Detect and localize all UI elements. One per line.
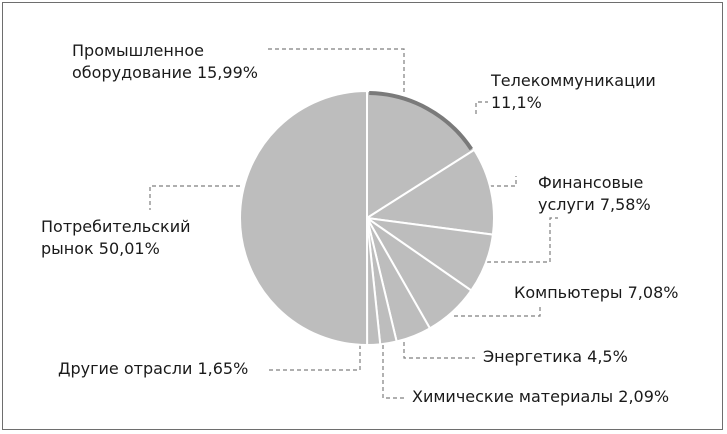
slice-industrial-rim xyxy=(369,91,473,151)
label-energy: Энергетика 4,5% xyxy=(483,347,628,366)
label-telecom-line1: Телекоммуникации xyxy=(491,71,656,90)
label-consumer-line2: рынок 50,01% xyxy=(41,239,160,258)
label-telecom-line2: 11,1% xyxy=(491,93,542,112)
leader-finance xyxy=(490,176,517,187)
label-consumer-line1: Потребительский xyxy=(41,217,191,236)
label-industrial: Промышленное оборудование 15,99% xyxy=(72,40,258,84)
slice-telecom xyxy=(364,148,495,236)
leader-telecom xyxy=(475,101,488,114)
slice-consumer xyxy=(239,89,369,347)
label-chemicals: Химические материалы 2,09% xyxy=(412,387,670,406)
leader-energy xyxy=(403,342,475,359)
label-consumer: Потребительский рынок 50,01% xyxy=(41,216,190,260)
leader-industrial xyxy=(268,48,405,93)
label-finance-line1: Финансовые xyxy=(538,173,644,192)
label-finance-line2: услуги 7,58% xyxy=(538,195,651,214)
leader-computers xyxy=(454,306,541,317)
leader-consumer xyxy=(149,185,240,210)
label-industrial-line2: оборудование 15,99% xyxy=(72,63,258,82)
label-computers: Компьютеры 7,08% xyxy=(514,283,679,302)
label-telecom: Телекоммуникации 11,1% xyxy=(491,70,656,114)
label-industrial-line1: Промышленное xyxy=(72,41,204,60)
leader-finance-2 xyxy=(487,217,558,263)
label-other: Другие отрасли 1,65% xyxy=(58,359,249,378)
leader-other xyxy=(268,345,361,371)
leader-chemicals xyxy=(382,345,406,399)
label-finance: Финансовые услуги 7,58% xyxy=(538,172,651,216)
